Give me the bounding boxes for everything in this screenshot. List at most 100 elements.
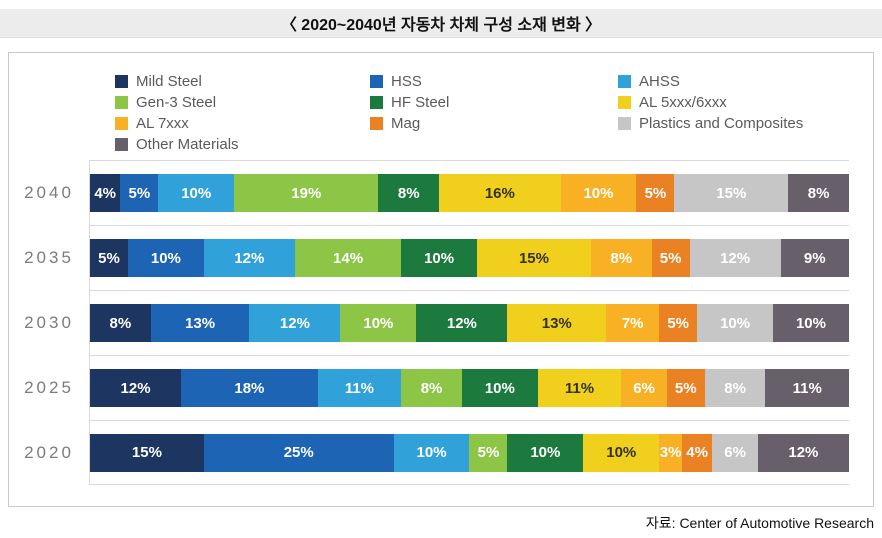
legend-label: HSS [391,72,422,90]
bar-area: 8% 13% 12% 10% 12% 13% 7% 5% 10% 10% [89,290,849,355]
bar-segment: 10% [697,304,774,342]
legend: Mild Steel HSS AHSS Gen-3 Steel HF Steel AL 5… [115,71,873,154]
legend-swatch-icon [370,95,383,109]
bar-segment: 10% [560,174,637,212]
bar-segment: 12% [90,369,182,407]
legend-swatch-icon [115,74,128,88]
stacked-bar: 15% 25% 10% 5% 10% 10% 3% 4% 6% 12% [90,433,849,472]
year-label: 2030 [24,312,74,332]
bar-segment: 6% [712,433,758,472]
bar-segment: 12% [757,433,849,472]
year-label: 2035 [24,247,74,267]
bar-row: 2030 8% 13% 12% 10% 12% 13% 7% 5% 10% 10% [9,290,849,355]
bar-segment: 5% [120,174,159,212]
legend-label: Other Materials [136,135,239,153]
bar-segment: 10% [158,174,235,212]
stacked-bar: 5% 10% 12% 14% 10% 15% 8% 5% 12% 9% [90,239,849,277]
bar-segment: 5% [90,239,128,277]
legend-swatch-icon [370,116,383,130]
bar-segment: 12% [203,239,295,277]
bar-segment: 15% [674,174,789,212]
legend-item: Mag [370,113,618,133]
bar-segment: 15% [477,239,591,277]
legend-item: AL 7xxx [115,113,370,133]
legend-label: Mag [391,114,421,132]
screenshot-root: { "title": "〈 2020~2040년 자동차 차체 구성 소재 변화… [0,9,882,538]
bar-segment: 11% [317,369,402,407]
bar-segment: 19% [234,174,379,212]
legend-swatch-icon [115,95,128,109]
chart: 2040 4% 5% 10% 19% 8% 16% 10% 5% 15% 8% 2035 5% 10% 12… [9,160,849,485]
bar-segment: 5% [651,239,690,277]
bar-segment: 6% [621,369,667,407]
bar-area: 15% 25% 10% 5% 10% 10% 3% 4% 6% 12% [89,420,849,485]
bar-segment: 12% [249,304,341,342]
bar-segment: 15% [90,433,204,472]
legend-item: AL 5xxx/6xxx [618,92,873,112]
bar-row: 2040 4% 5% 10% 19% 8% 16% 10% 5% 15% 8% [9,160,849,225]
bar-segment: 8% [590,239,652,277]
legend-label: Mild Steel [136,72,202,90]
legend-item: Other Materials [115,134,370,154]
bar-segment: 10% [340,304,417,342]
bar-segment: 10% [507,433,584,472]
bar-segment: 10% [461,369,538,407]
bar-segment: 10% [393,433,470,472]
legend-label: Gen-3 Steel [136,93,217,111]
legend-label: HF Steel [391,93,450,111]
bar-segment: 10% [773,304,849,342]
stacked-bar: 8% 13% 12% 10% 12% 13% 7% 5% 10% 10% [90,304,849,342]
bar-segment: 16% [439,174,561,212]
bar-row: 2020 15% 25% 10% 5% 10% 10% 3% 4% 6% 12% [9,420,849,485]
legend-label: AL 5xxx/6xxx [639,93,727,111]
bar-segment: 12% [689,239,781,277]
bar-row: 2025 12% 18% 11% 8% 10% 11% 6% 5% 8% 11% [9,355,849,420]
chart-title-band: 〈 2020~2040년 자동차 차체 구성 소재 변화 〉 [0,9,882,38]
legend-swatch-icon [618,74,631,88]
legend-item: HSS [370,71,618,91]
year-label: 2020 [24,442,74,462]
bar-area: 4% 5% 10% 19% 8% 16% 10% 5% 15% 8% [89,160,849,225]
legend-swatch-icon [115,137,128,151]
bar-segment: 10% [583,433,660,472]
legend-swatch-icon [618,95,631,109]
bar-segment: 3% [659,433,682,472]
bar-segment: 10% [401,239,478,277]
bar-area: 12% 18% 11% 8% 10% 11% 6% 5% 8% 11% [89,355,849,420]
legend-item: HF Steel [370,92,618,112]
bar-row: 2035 5% 10% 12% 14% 10% 15% 8% 5% 12% 9% [9,225,849,290]
bar-segment: 5% [666,369,705,407]
bar-segment: 8% [90,304,151,342]
year-label: 2025 [24,377,74,397]
legend-label: AHSS [639,72,680,90]
bar-segment: 8% [401,369,462,407]
stacked-bar: 12% 18% 11% 8% 10% 11% 6% 5% 8% 11% [90,369,849,407]
year-label: 2040 [24,182,74,202]
legend-swatch-icon [618,116,631,130]
bar-segment: 8% [704,369,766,407]
bar-segment: 8% [788,174,849,212]
bar-segment: 9% [780,239,849,277]
bar-segment: 4% [90,174,121,212]
bar-segment: 7% [606,304,660,342]
bar-segment: 11% [537,369,622,407]
legend-item: Mild Steel [115,71,370,91]
legend-item: Gen-3 Steel [115,92,370,112]
legend-swatch-icon [370,74,383,88]
bar-area: 5% 10% 12% 14% 10% 15% 8% 5% 12% 9% [89,225,849,290]
bar-segment: 5% [636,174,675,212]
legend-swatch-icon [115,116,128,130]
bar-segment: 14% [294,239,402,277]
bar-segment: 12% [416,304,508,342]
bar-segment: 5% [469,433,508,472]
stacked-bar: 4% 5% 10% 19% 8% 16% 10% 5% 15% 8% [90,174,849,212]
bar-segment: 11% [765,369,849,407]
legend-label: AL 7xxx [136,114,189,132]
bar-segment: 13% [150,304,250,342]
legend-label: Plastics and Composites [639,114,804,132]
source-caption: 자료: Center of Automotive Research [645,515,874,531]
bar-segment: 18% [181,369,318,407]
chart-title: 〈 2020~2040년 자동차 차체 구성 소재 변화 〉 [280,17,602,34]
bar-segment: 10% [127,239,204,277]
bar-segment: 8% [378,174,440,212]
